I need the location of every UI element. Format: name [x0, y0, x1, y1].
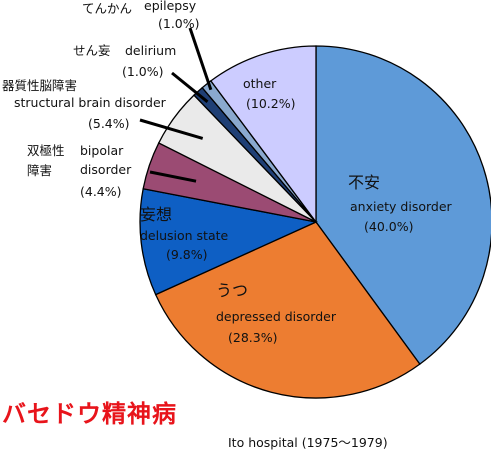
depressed-label: depressed disorder [216, 309, 336, 324]
leader-line-delirium [171, 71, 209, 103]
delusion-percent: (9.8%) [166, 247, 208, 262]
delirium-percent: (1.0%) [122, 64, 164, 79]
structural-label: structural brain disorder [14, 95, 166, 110]
bipolar-label-jp-2: 障害 [27, 163, 53, 178]
delirium-label-jp: せん妄 [73, 43, 111, 58]
anxiety-label: anxiety disorder [350, 199, 452, 214]
bipolar-label-jp-1: 双極性 [27, 143, 65, 158]
bipolar-label-1: bipolar [80, 143, 124, 158]
epilepsy-label-jp: てんかん [82, 1, 133, 16]
other-label: other [243, 76, 277, 91]
anxiety-percent: (40.0%) [364, 219, 414, 234]
pie-slice-anxiety [315, 45, 491, 366]
epilepsy-label: epilepsy [144, 0, 197, 13]
leader-line-bipolar [149, 170, 197, 183]
structural-label-jp: 器質性脳障害 [2, 78, 78, 93]
depressed-percent: (28.3%) [228, 330, 278, 345]
pie-slice-depressed [154, 221, 421, 399]
leader-line-structural [139, 118, 204, 140]
delirium-label: delirium [125, 43, 177, 58]
delusion-label-jp: 妄想 [140, 205, 173, 224]
structural-percent: (5.4%) [88, 116, 130, 131]
depressed-label-jp: うつ [216, 281, 249, 300]
bipolar-label-2: disorder [80, 162, 132, 177]
other-percent: (10.2%) [246, 96, 296, 111]
delusion-label: delusion state [140, 228, 229, 243]
pie-slice-delusion [139, 188, 319, 296]
chart-title: バセドウ精神病 [2, 400, 177, 428]
epilepsy-percent: (1.0%) [158, 16, 200, 31]
pie-slice-other [209, 45, 317, 224]
bipolar-percent: (4.4%) [80, 184, 122, 199]
source-note: Ito hospital (1975～1979) [228, 435, 388, 450]
leader-line-epilepsy [188, 27, 213, 91]
anxiety-label-jp: 不安 [348, 173, 381, 192]
